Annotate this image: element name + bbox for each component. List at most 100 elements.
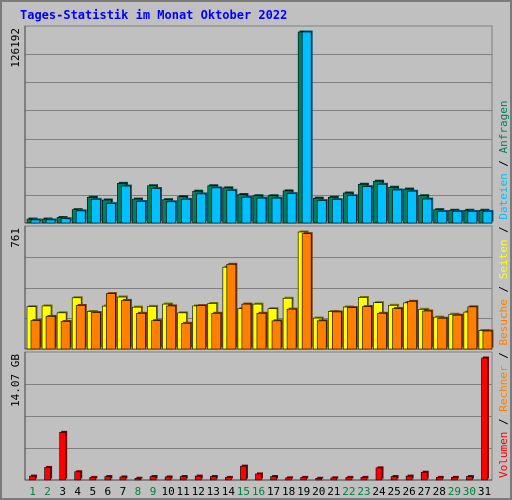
bar-besuche-day-9 xyxy=(151,320,161,350)
bar-dateien-day-15 xyxy=(241,196,252,224)
x-tick-day-2: 2 xyxy=(44,485,51,498)
x-tick-day-22: 22 xyxy=(342,485,355,498)
bar-volumen-day-20 xyxy=(315,477,323,481)
bar-besuche-day-3 xyxy=(60,321,71,350)
bar-volumen-day-19 xyxy=(300,477,307,481)
bar-besuche-day-7 xyxy=(121,300,131,350)
legend-entry-seiten: Seiten xyxy=(497,240,510,280)
bar-dateien-day-27 xyxy=(422,198,432,224)
bar-besuche-day-23 xyxy=(362,306,372,350)
x-tick-day-16: 16 xyxy=(252,485,265,498)
x-tick-day-9: 9 xyxy=(150,485,157,498)
bar-dateien-day-26 xyxy=(407,190,417,224)
bar-besuche-day-20 xyxy=(316,320,327,350)
bar-dateien-day-11 xyxy=(181,199,191,224)
bar-dateien-day-19 xyxy=(301,31,312,224)
x-tick-day-20: 20 xyxy=(312,485,325,498)
bar-besuche-day-16 xyxy=(256,313,267,350)
legend-entry-anfragen: Anfragen xyxy=(497,100,510,153)
legend-separator: / xyxy=(497,153,510,173)
x-tick-day-31: 31 xyxy=(478,485,491,498)
bar-volumen-day-28 xyxy=(435,477,443,481)
x-tick-day-5: 5 xyxy=(89,485,96,498)
bar-dateien-day-4 xyxy=(75,210,86,224)
bar-dateien-day-1 xyxy=(30,219,41,224)
x-tick-day-17: 17 xyxy=(267,485,280,498)
legend-separator: / xyxy=(497,220,510,240)
bar-dateien-day-3 xyxy=(60,218,71,224)
legend: Volumen / Rechner / Besuche / Seiten / D… xyxy=(497,100,510,478)
bar-dateien-day-31 xyxy=(482,211,493,224)
bar-volumen-day-18 xyxy=(285,477,292,481)
bar-shadow xyxy=(287,476,294,479)
x-tick-day-23: 23 xyxy=(357,485,370,498)
panel-hits-frame xyxy=(24,25,493,224)
bar-volumen-day-2 xyxy=(44,467,51,481)
bar-volumen-day-23 xyxy=(360,477,368,481)
x-tick-day-4: 4 xyxy=(74,485,81,498)
bar-dateien-day-14 xyxy=(226,190,237,224)
bar-volumen-day-26 xyxy=(405,475,413,481)
x-tick-day-1: 1 xyxy=(29,485,36,498)
legend-separator: / xyxy=(497,412,510,432)
bar-dateien-day-16 xyxy=(256,197,267,224)
bar-volumen-day-7 xyxy=(119,476,127,481)
bar-volumen-day-13 xyxy=(210,476,217,481)
bar-shadow xyxy=(317,476,324,479)
y-max-label-visits: 761 xyxy=(9,228,22,248)
x-tick-day-29: 29 xyxy=(448,485,461,498)
bar-besuche-day-13 xyxy=(211,313,222,350)
bar-dateien-day-29 xyxy=(452,211,463,224)
bar-besuche-day-31 xyxy=(482,330,493,350)
bar-besuche-day-25 xyxy=(392,308,402,350)
bar-besuche-day-8 xyxy=(136,313,146,350)
bar-volumen-day-29 xyxy=(451,477,458,481)
bar-dateien-day-5 xyxy=(90,199,101,224)
x-tick-day-10: 10 xyxy=(161,485,174,498)
x-tick-day-6: 6 xyxy=(105,485,112,498)
bar-besuche-day-5 xyxy=(90,312,101,350)
bar-besuche-day-6 xyxy=(106,293,116,350)
bar-dateien-day-28 xyxy=(437,211,448,224)
y-max-label-hits: 126192 xyxy=(9,28,22,68)
bar-volumen-day-9 xyxy=(149,476,157,481)
bar-volumen-day-8 xyxy=(134,477,142,481)
bar-besuche-day-2 xyxy=(45,316,56,350)
bar-dateien-day-25 xyxy=(392,189,402,224)
bar-besuche-day-12 xyxy=(196,305,207,350)
bar-besuche-day-4 xyxy=(75,305,86,350)
bar-dateien-day-13 xyxy=(211,187,222,224)
bar-volumen-day-11 xyxy=(179,476,187,481)
x-tick-day-7: 7 xyxy=(120,485,127,498)
bar-besuche-day-18 xyxy=(286,308,297,350)
bar-volumen-day-21 xyxy=(330,477,338,481)
bar-besuche-day-26 xyxy=(407,301,417,350)
bar-volumen-day-22 xyxy=(345,477,353,481)
bar-dateien-day-21 xyxy=(331,199,342,224)
bar-volumen-day-16 xyxy=(255,473,262,481)
legend-entry-rechner: Rechner xyxy=(497,365,510,412)
x-tick-day-28: 28 xyxy=(433,485,446,498)
bar-besuche-day-17 xyxy=(271,320,282,350)
bar-besuche-day-30 xyxy=(467,306,478,350)
bar-dateien-day-10 xyxy=(166,201,176,224)
bar-volumen-day-14 xyxy=(225,477,232,481)
bar-volumen-day-12 xyxy=(194,475,202,481)
x-tick-day-27: 27 xyxy=(418,485,431,498)
bar-shadow xyxy=(332,476,339,479)
bar-dateien-day-30 xyxy=(467,211,478,224)
bar-besuche-day-19 xyxy=(301,233,312,350)
bar-besuche-day-21 xyxy=(331,311,342,350)
x-tick-day-14: 14 xyxy=(222,485,236,498)
legend-separator: / xyxy=(497,346,510,366)
bar-dateien-day-23 xyxy=(362,186,372,224)
x-tick-day-11: 11 xyxy=(177,485,190,498)
bar-dateien-day-6 xyxy=(106,203,116,224)
bar-volumen-day-25 xyxy=(390,476,398,481)
legend-entry-volumen: Volumen xyxy=(497,432,510,478)
bar-besuche-day-29 xyxy=(452,314,463,350)
x-tick-day-12: 12 xyxy=(192,485,205,498)
bar-volumen-day-10 xyxy=(164,476,172,481)
bar-volumen-day-1 xyxy=(29,475,36,481)
